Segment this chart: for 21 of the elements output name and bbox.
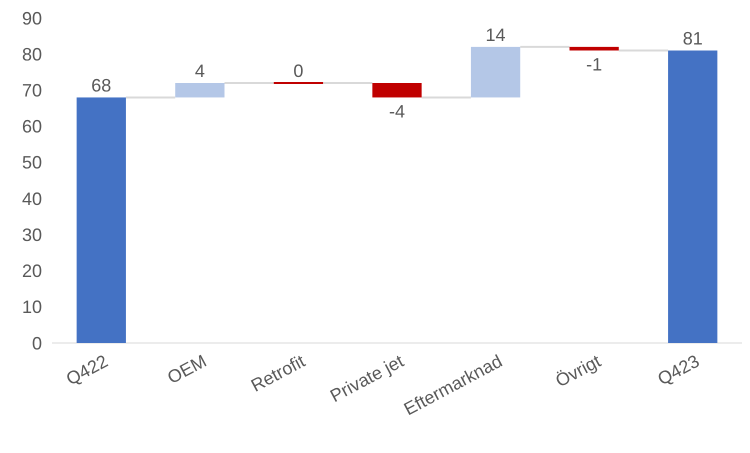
x-tick-label: OEM: [164, 350, 210, 388]
y-tick-label: 30: [22, 224, 42, 245]
y-tick-label: 0: [32, 333, 42, 354]
y-tick-label: 80: [22, 44, 42, 64]
data-label: 14: [486, 24, 506, 45]
x-tick-label: Q422: [62, 350, 112, 390]
y-tick-label: 20: [22, 261, 42, 282]
data-label: 68: [91, 75, 112, 96]
y-tick-label: 50: [22, 152, 42, 173]
data-label: 4: [194, 61, 205, 81]
y-tick-label: 10: [22, 297, 42, 318]
data-label: 81: [682, 28, 703, 48]
data-label: -1: [586, 54, 602, 74]
y-tick-label: 70: [22, 80, 42, 101]
y-tick-label: 90: [22, 8, 42, 28]
x-tick-label: Övrigt: [552, 350, 604, 392]
data-label: -4: [388, 101, 406, 122]
data-label: 0: [293, 61, 304, 81]
y-tick-label: 40: [22, 188, 42, 209]
x-tick-label: Q423: [654, 350, 703, 390]
y-tick-label: 60: [22, 116, 42, 137]
